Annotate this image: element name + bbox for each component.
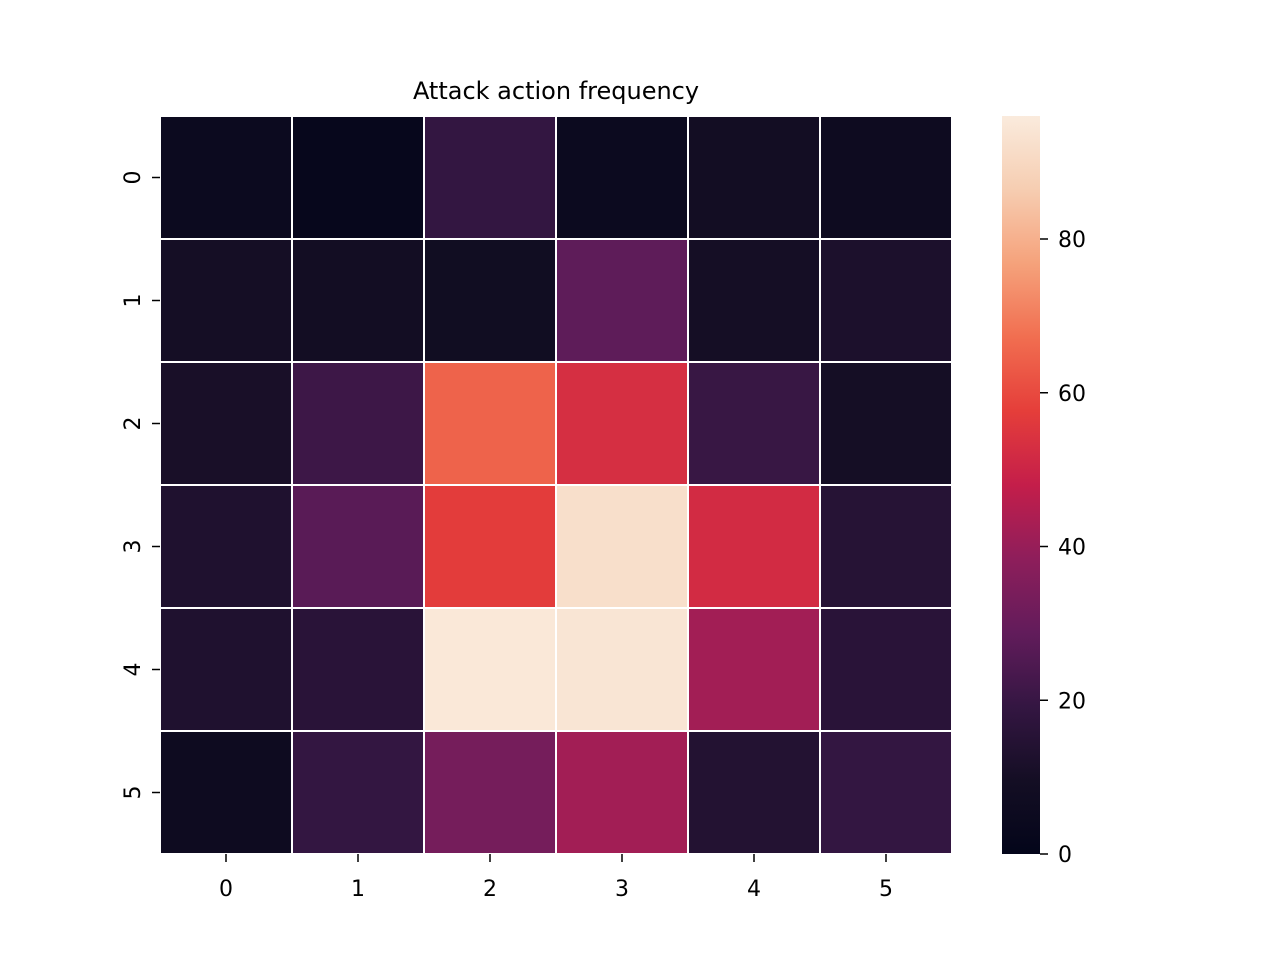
heatmap-cell-r2-c1	[291, 361, 425, 486]
y-tick-label: 5	[121, 786, 146, 800]
colorbar-tick-label: 0	[1058, 843, 1072, 868]
heatmap-cell-r2-c2	[423, 361, 557, 486]
heatmap-cell-r4-c4	[687, 607, 821, 732]
heatmap-cell-r4-c0	[159, 607, 293, 732]
heatmap-cell-r5-c0	[159, 730, 293, 855]
heatmap-cell-r4-c2	[423, 607, 557, 732]
heatmap-cell-r1-c0	[159, 238, 293, 363]
colorbar	[1002, 116, 1040, 854]
y-tick-label: 3	[121, 540, 146, 554]
x-tick-label: 4	[747, 877, 761, 902]
heatmap-cell-r1-c4	[687, 238, 821, 363]
x-tick-label: 3	[615, 877, 629, 902]
heatmap-cell-r3-c0	[159, 484, 293, 609]
y-tick-label: 1	[121, 294, 146, 308]
heatmap-cell-r5-c3	[555, 730, 689, 855]
x-tick-label: 5	[879, 877, 893, 902]
heatmap-cell-r4-c3	[555, 607, 689, 732]
heatmap-cell-r0-c5	[819, 115, 953, 240]
heatmap-cell-r1-c1	[291, 238, 425, 363]
y-tick-label: 4	[121, 663, 146, 677]
colorbar-tick-label: 20	[1058, 689, 1086, 714]
colorbar-tick-label: 40	[1058, 536, 1086, 561]
heatmap-cell-r1-c5	[819, 238, 953, 363]
x-tick-label: 2	[483, 877, 497, 902]
y-axis: 0 1 2 3 4 5	[121, 171, 160, 800]
y-tick-label: 2	[121, 417, 146, 431]
heatmap-cell-r1-c2	[423, 238, 557, 363]
heatmap-cell-r0-c3	[555, 115, 689, 240]
y-tick-label: 0	[121, 171, 146, 185]
heatmap-cell-r3-c2	[423, 484, 557, 609]
heatmap-cell-r3-c3	[555, 484, 689, 609]
chart-title: Attack action frequency	[413, 77, 699, 105]
heatmap-cell-r2-c4	[687, 361, 821, 486]
heatmap-cell-r2-c0	[159, 361, 293, 486]
x-tick-label: 1	[351, 877, 365, 902]
x-axis: 0 1 2 3 4 5	[219, 854, 893, 902]
heatmap-cell-r2-c5	[819, 361, 953, 486]
heatmap-cell-r3-c5	[819, 484, 953, 609]
heatmap-cell-r5-c4	[687, 730, 821, 855]
colorbar-tick-label: 60	[1058, 382, 1086, 407]
colorbar-tick-label: 80	[1058, 228, 1086, 253]
heatmap-cell-r0-c2	[423, 115, 557, 240]
heatmap-cells	[159, 115, 953, 855]
heatmap-cell-r4-c5	[819, 607, 953, 732]
heatmap-cell-r1-c3	[555, 238, 689, 363]
heatmap-cell-r3-c4	[687, 484, 821, 609]
colorbar-axis: 0 20 40 60 80	[1040, 228, 1086, 868]
heatmap-cell-r4-c1	[291, 607, 425, 732]
heatmap-cell-r3-c1	[291, 484, 425, 609]
heatmap-cell-r0-c1	[291, 115, 425, 240]
heatmap-cell-r0-c0	[159, 115, 293, 240]
heatmap-cell-r5-c2	[423, 730, 557, 855]
x-tick-label: 0	[219, 877, 233, 902]
heatmap-cell-r5-c5	[819, 730, 953, 855]
heatmap-cell-r5-c1	[291, 730, 425, 855]
heatmap-cell-r2-c3	[555, 361, 689, 486]
heatmap-cell-r0-c4	[687, 115, 821, 240]
